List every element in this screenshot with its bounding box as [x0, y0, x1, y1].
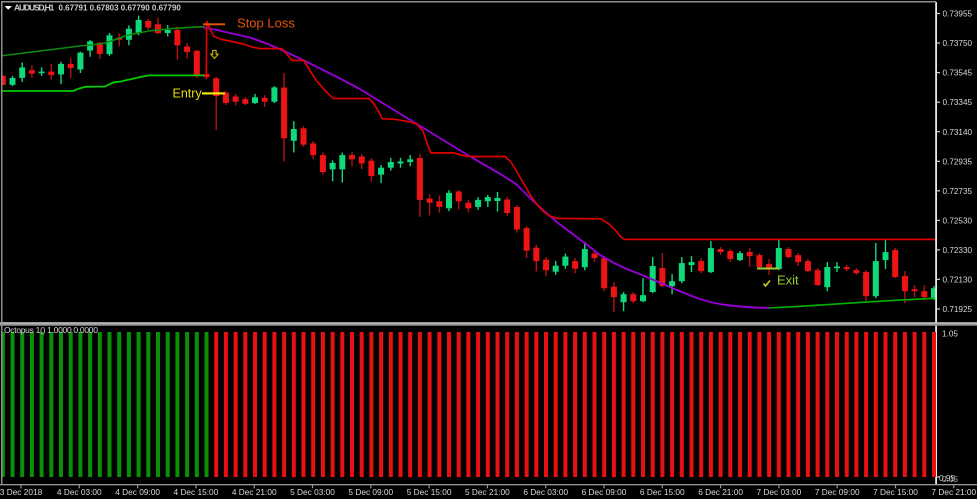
svg-text:6 Dec 03:00: 6 Dec 03:00 [523, 487, 568, 497]
svg-text:7 Dec 09:00: 7 Dec 09:00 [815, 487, 860, 497]
svg-text:5 Dec 03:00: 5 Dec 03:00 [290, 487, 335, 497]
svg-text:0.67791 0.67803 0.67790 0.6779: 0.67791 0.67803 0.67790 0.67790 [59, 3, 182, 12]
svg-text:7 Dec 03:00: 7 Dec 03:00 [757, 487, 802, 497]
svg-text:6 Dec 09:00: 6 Dec 09:00 [582, 487, 627, 497]
svg-text:Exit: Exit [777, 273, 799, 288]
svg-text:0.73140: 0.73140 [943, 128, 973, 137]
svg-text:4 Dec 15:00: 4 Dec 15:00 [174, 487, 219, 497]
svg-text:4 Dec 21:00: 4 Dec 21:00 [232, 487, 277, 497]
svg-text:0.71925: 0.71925 [943, 305, 973, 314]
svg-text:7 Dec 21:00: 7 Dec 21:00 [931, 487, 976, 497]
svg-text:6 Dec 15:00: 6 Dec 15:00 [640, 487, 685, 497]
svg-text:0.73955: 0.73955 [943, 10, 973, 19]
svg-text:Octopus 1() 1.0000 0.0000: Octopus 1() 1.0000 0.0000 [4, 325, 98, 335]
svg-text:3 Dec 2018: 3 Dec 2018 [0, 487, 43, 497]
svg-text:7 Dec 15:00: 7 Dec 15:00 [873, 487, 918, 497]
svg-text:0.95: 0.95 [939, 474, 955, 483]
svg-text:0.73345: 0.73345 [943, 98, 973, 107]
svg-text:0.72330: 0.72330 [943, 246, 973, 255]
svg-text:0.73750: 0.73750 [943, 39, 973, 48]
svg-text:5 Dec 21:00: 5 Dec 21:00 [465, 487, 510, 497]
svg-text:0.72935: 0.72935 [943, 157, 973, 166]
svg-text:6 Dec 21:00: 6 Dec 21:00 [698, 487, 743, 497]
svg-text:1.05: 1.05 [942, 330, 958, 339]
svg-text:4 Dec 03:00: 4 Dec 03:00 [57, 487, 102, 497]
svg-text:5 Dec 15:00: 5 Dec 15:00 [407, 487, 452, 497]
svg-text:0.72530: 0.72530 [943, 216, 973, 225]
svg-text:0.73545: 0.73545 [943, 69, 973, 78]
svg-text:0.05: 0.05 [942, 475, 958, 484]
svg-text:0.72130: 0.72130 [943, 276, 973, 285]
svg-text:5 Dec 09:00: 5 Dec 09:00 [348, 487, 393, 497]
svg-text:Stop Loss: Stop Loss [237, 16, 295, 31]
svg-text:Entry: Entry [173, 87, 203, 101]
svg-text:0.72735: 0.72735 [943, 187, 973, 196]
svg-text:AUDUSD,H1: AUDUSD,H1 [14, 2, 55, 12]
svg-text:4 Dec 09:00: 4 Dec 09:00 [115, 487, 160, 497]
